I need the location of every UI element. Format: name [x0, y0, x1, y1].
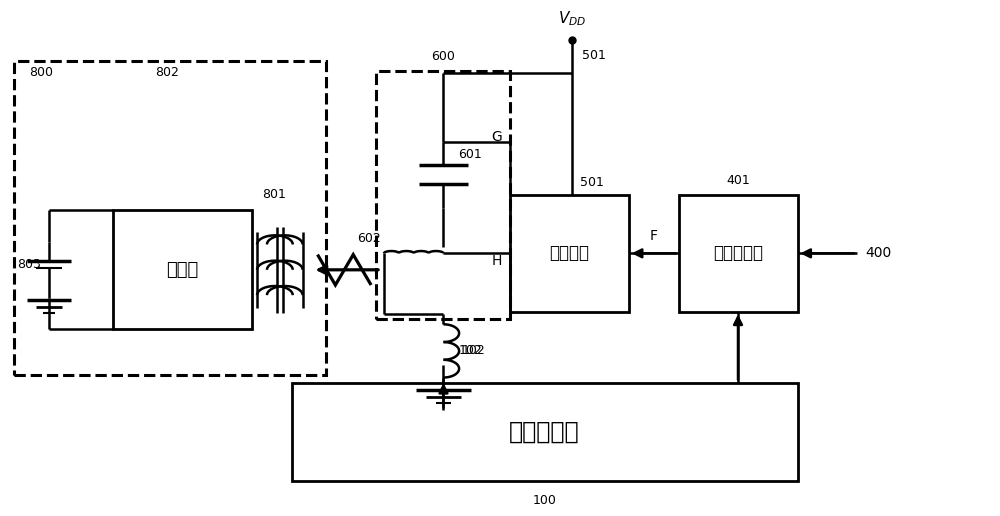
Bar — [292, 382, 798, 481]
Text: 600: 600 — [431, 50, 455, 63]
Text: 602: 602 — [357, 232, 381, 245]
Bar — [679, 195, 798, 312]
Text: 102: 102 — [461, 344, 485, 358]
Text: 601: 601 — [458, 148, 482, 161]
Text: 501: 501 — [580, 176, 604, 189]
Text: 102: 102 — [458, 344, 482, 358]
Text: F: F — [650, 229, 658, 243]
Text: 100: 100 — [533, 494, 557, 507]
Text: 800: 800 — [29, 66, 53, 79]
Text: 401: 401 — [726, 174, 750, 187]
Text: 400: 400 — [865, 246, 891, 261]
Text: $V_{DD}$: $V_{DD}$ — [558, 9, 587, 28]
Text: 栅极驱动器: 栅极驱动器 — [713, 245, 763, 262]
Bar — [510, 195, 629, 312]
Text: G: G — [491, 130, 502, 144]
Text: 电流开关: 电流开关 — [549, 245, 589, 262]
Bar — [14, 61, 326, 375]
Text: 接收器: 接收器 — [167, 261, 199, 279]
Text: 803: 803 — [17, 258, 41, 271]
Text: 锁相环回路: 锁相环回路 — [509, 420, 580, 444]
Bar — [376, 71, 510, 319]
Text: 802: 802 — [155, 66, 179, 79]
Text: 801: 801 — [262, 188, 286, 201]
Bar — [113, 210, 252, 329]
Text: 501: 501 — [582, 49, 606, 62]
Text: H: H — [492, 254, 502, 268]
